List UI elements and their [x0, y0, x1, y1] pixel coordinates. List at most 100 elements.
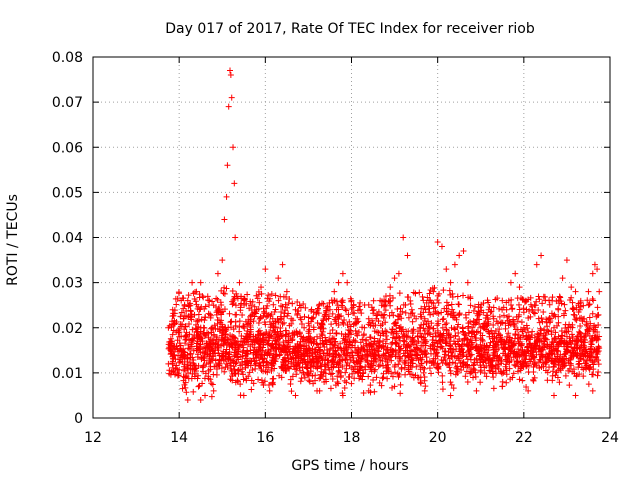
data-point	[351, 359, 358, 366]
data-point	[180, 295, 187, 302]
data-point	[227, 324, 234, 331]
data-point	[293, 371, 300, 378]
data-point	[403, 341, 410, 348]
data-point	[506, 346, 513, 353]
data-point	[170, 310, 177, 317]
data-point	[181, 326, 188, 333]
data-point	[314, 319, 321, 326]
data-point	[308, 359, 315, 366]
data-point	[447, 379, 454, 386]
data-point	[220, 348, 227, 355]
data-point	[197, 344, 204, 351]
data-point	[515, 368, 522, 375]
data-point	[237, 353, 244, 360]
data-point	[180, 315, 187, 322]
data-point	[590, 361, 597, 368]
data-point	[346, 327, 353, 334]
data-point	[442, 321, 449, 328]
data-point	[262, 321, 269, 328]
data-point	[550, 312, 557, 319]
data-point	[228, 94, 235, 101]
data-point	[536, 296, 543, 303]
y-axis-label: ROTI / TECUs	[5, 194, 21, 286]
data-point	[516, 353, 523, 360]
data-point	[364, 358, 371, 365]
data-point	[543, 319, 550, 326]
data-point	[223, 346, 230, 353]
data-point	[342, 306, 349, 313]
data-point	[260, 305, 267, 312]
data-point	[439, 324, 446, 331]
data-point	[212, 341, 219, 348]
data-point	[180, 345, 187, 352]
data-point	[482, 349, 489, 356]
data-point	[543, 351, 550, 358]
data-point	[231, 340, 238, 347]
data-point	[426, 365, 433, 372]
data-point	[559, 275, 566, 282]
data-point	[594, 304, 601, 311]
data-point	[187, 308, 194, 315]
data-point	[224, 364, 231, 371]
data-point	[282, 349, 289, 356]
data-point	[230, 363, 237, 370]
data-point	[256, 341, 263, 348]
data-point	[500, 350, 507, 357]
data-point	[382, 328, 389, 335]
data-point	[295, 359, 302, 366]
data-point	[475, 309, 482, 316]
data-point	[506, 358, 513, 365]
data-point	[420, 297, 427, 304]
data-point	[175, 329, 182, 336]
data-point	[398, 365, 405, 372]
data-point	[176, 333, 183, 340]
data-point	[294, 310, 301, 317]
data-point	[365, 362, 372, 369]
data-point	[185, 320, 192, 327]
data-point	[294, 330, 301, 337]
data-point	[576, 306, 583, 313]
data-point	[182, 379, 189, 386]
data-point	[404, 252, 411, 259]
data-point	[540, 308, 547, 315]
data-point	[428, 350, 435, 357]
data-point	[264, 341, 271, 348]
data-point	[357, 363, 364, 370]
data-point	[460, 292, 467, 299]
data-point	[220, 340, 227, 347]
data-point	[244, 328, 251, 335]
data-point	[278, 374, 285, 381]
data-point	[520, 332, 527, 339]
data-point	[586, 354, 593, 361]
data-point	[251, 344, 258, 351]
data-point	[447, 334, 454, 341]
data-point	[549, 338, 556, 345]
data-point	[170, 321, 177, 328]
data-point	[441, 353, 448, 360]
data-point	[555, 333, 562, 340]
data-point	[534, 330, 541, 337]
data-point	[318, 371, 325, 378]
data-point	[276, 342, 283, 349]
data-point	[189, 354, 196, 361]
data-point	[305, 359, 312, 366]
data-point	[410, 289, 417, 296]
data-point	[548, 357, 555, 364]
data-point	[266, 333, 273, 340]
data-point	[319, 300, 326, 307]
data-point	[265, 292, 272, 299]
data-point	[591, 261, 598, 268]
data-point	[584, 350, 591, 357]
data-point	[323, 346, 330, 353]
data-point	[594, 335, 601, 342]
data-point	[443, 320, 450, 327]
data-point	[372, 366, 379, 373]
data-point	[308, 338, 315, 345]
data-point	[535, 315, 542, 322]
data-point	[318, 330, 325, 337]
data-point	[171, 369, 178, 376]
data-point	[342, 369, 349, 376]
data-point	[184, 351, 191, 358]
x-tick-label: 12	[84, 430, 102, 446]
data-point	[181, 301, 188, 308]
